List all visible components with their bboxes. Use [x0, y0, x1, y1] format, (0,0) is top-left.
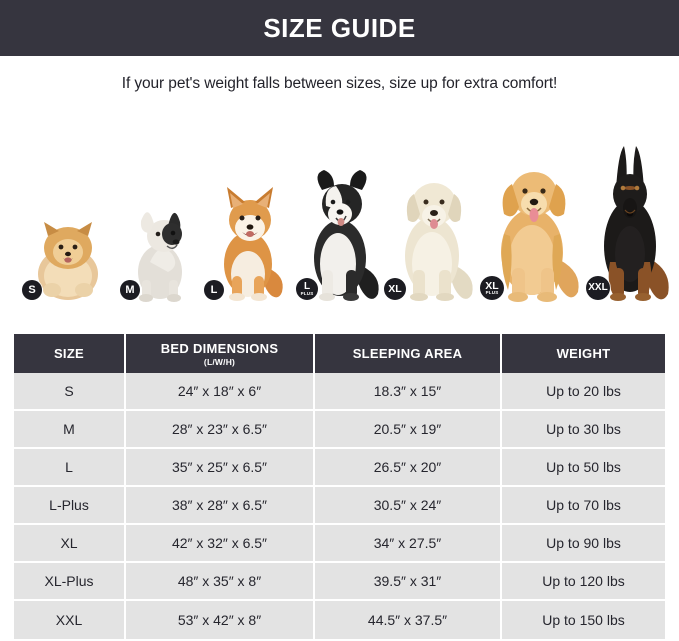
column-header-size-label: SIZE	[53, 346, 85, 361]
dog-figure-l-plus: L PLUS	[296, 154, 388, 302]
table-row: M 28″ x 23″ x 6.5″ 20.5″ x 19″ Up to 30 …	[14, 411, 665, 449]
cell-bed-dimensions: 38″ x 28″ x 6.5″	[126, 487, 315, 525]
column-header-bed-dimensions-label: BED DIMENSIONS	[160, 340, 279, 356]
size-badge-xxl: XXL	[586, 276, 610, 300]
size-badge-xl-plus: XL PLUS	[480, 276, 504, 300]
cell-sleeping-area: 44.5″ x 37.5″	[315, 601, 502, 639]
column-header-weight: WEIGHT	[502, 334, 665, 373]
doberman-pinscher-icon	[604, 146, 669, 301]
table-body: S 24″ x 18″ x 6″ 18.3″ x 15″ Up to 20 lb…	[14, 373, 665, 639]
cell-sleeping-area: 26.5″ x 20″	[315, 449, 502, 487]
cell-sleeping-area: 18.3″ x 15″	[315, 373, 502, 411]
cell-weight: Up to 50 lbs	[502, 449, 665, 487]
dog-illustration-strip: S M	[0, 112, 679, 302]
cell-size: XL	[14, 525, 126, 563]
cell-sleeping-area: 39.5″ x 31″	[315, 563, 502, 601]
dog-figure-s: S	[22, 202, 114, 302]
dog-figure-xl: XL	[384, 152, 484, 302]
cell-sleeping-area: 34″ x 27.5″	[315, 525, 502, 563]
golden-retriever-icon	[501, 172, 579, 302]
cell-bed-dimensions: 53″ x 42″ x 8″	[126, 601, 315, 639]
cell-bed-dimensions: 35″ x 25″ x 6.5″	[126, 449, 315, 487]
cell-size: L-Plus	[14, 487, 126, 525]
size-badge-l-plus: L PLUS	[296, 278, 318, 300]
table-row: L-Plus 38″ x 28″ x 6.5″ 30.5″ x 24″ Up t…	[14, 487, 665, 525]
dog-figure-xl-plus: XL PLUS	[480, 142, 588, 302]
size-badge-m: M	[120, 280, 140, 300]
dog-figure-xxl: XXL	[586, 134, 676, 302]
dog-figure-l: L	[204, 172, 296, 302]
column-header-sleeping-area-label: SLEEPING AREA	[352, 346, 463, 361]
table-header: SIZE BED DIMENSIONS (L/W/H) SLEEPING ARE…	[14, 334, 665, 373]
table-row: XL 42″ x 32″ x 6.5″ 34″ x 27.5″ Up to 90…	[14, 525, 665, 563]
cell-size: M	[14, 411, 126, 449]
table-row: S 24″ x 18″ x 6″ 18.3″ x 15″ Up to 20 lb…	[14, 373, 665, 411]
shiba-inu-icon	[224, 187, 283, 301]
table-row: L 35″ x 25″ x 6.5″ 26.5″ x 20″ Up to 50 …	[14, 449, 665, 487]
dog-figure-m: M	[120, 184, 200, 302]
subtitle-container: If your pet's weight falls between sizes…	[0, 56, 679, 112]
cell-sleeping-area: 30.5″ x 24″	[315, 487, 502, 525]
table-header-row: SIZE BED DIMENSIONS (L/W/H) SLEEPING ARE…	[14, 334, 665, 373]
cell-size: XXL	[14, 601, 126, 639]
cell-weight: Up to 30 lbs	[502, 411, 665, 449]
cell-bed-dimensions: 28″ x 23″ x 6.5″	[126, 411, 315, 449]
page-header-bar: SIZE GUIDE	[0, 0, 679, 56]
cell-weight: Up to 150 lbs	[502, 601, 665, 639]
labrador-retriever-icon	[405, 183, 473, 301]
cell-weight: Up to 20 lbs	[502, 373, 665, 411]
subtitle-text: If your pet's weight falls between sizes…	[121, 75, 558, 92]
cell-bed-dimensions: 42″ x 32″ x 6.5″	[126, 525, 315, 563]
cell-sleeping-area: 20.5″ x 19″	[315, 411, 502, 449]
cell-bed-dimensions: 48″ x 35″ x 8″	[126, 563, 315, 601]
column-header-bed-dimensions: BED DIMENSIONS (L/W/H)	[126, 334, 315, 373]
cell-size: S	[14, 373, 126, 411]
column-header-weight-label: WEIGHT	[556, 346, 611, 361]
french-bulldog-icon	[138, 212, 182, 302]
cell-bed-dimensions: 24″ x 18″ x 6″	[126, 373, 315, 411]
size-guide-table: SIZE BED DIMENSIONS (L/W/H) SLEEPING ARE…	[14, 334, 665, 639]
cell-size: XL-Plus	[14, 563, 126, 601]
pomeranian-icon	[38, 222, 98, 300]
page-title: SIZE GUIDE	[263, 12, 416, 43]
size-badge-s: S	[22, 280, 42, 300]
table-row: XL-Plus 48″ x 35″ x 8″ 39.5″ x 31″ Up to…	[14, 563, 665, 601]
border-collie-icon	[314, 170, 379, 301]
table-row: XXL 53″ x 42″ x 8″ 44.5″ x 37.5″ Up to 1…	[14, 601, 665, 639]
size-badge-xl: XL	[384, 278, 406, 300]
column-header-sleeping-area: SLEEPING AREA	[315, 334, 502, 373]
size-table-container: SIZE BED DIMENSIONS (L/W/H) SLEEPING ARE…	[14, 334, 665, 639]
cell-weight: Up to 90 lbs	[502, 525, 665, 563]
cell-weight: Up to 70 lbs	[502, 487, 665, 525]
size-badge-l: L	[204, 280, 224, 300]
cell-size: L	[14, 449, 126, 487]
cell-weight: Up to 120 lbs	[502, 563, 665, 601]
column-header-bed-dimensions-sub: (L/W/H)	[203, 356, 236, 367]
column-header-size: SIZE	[14, 334, 126, 373]
